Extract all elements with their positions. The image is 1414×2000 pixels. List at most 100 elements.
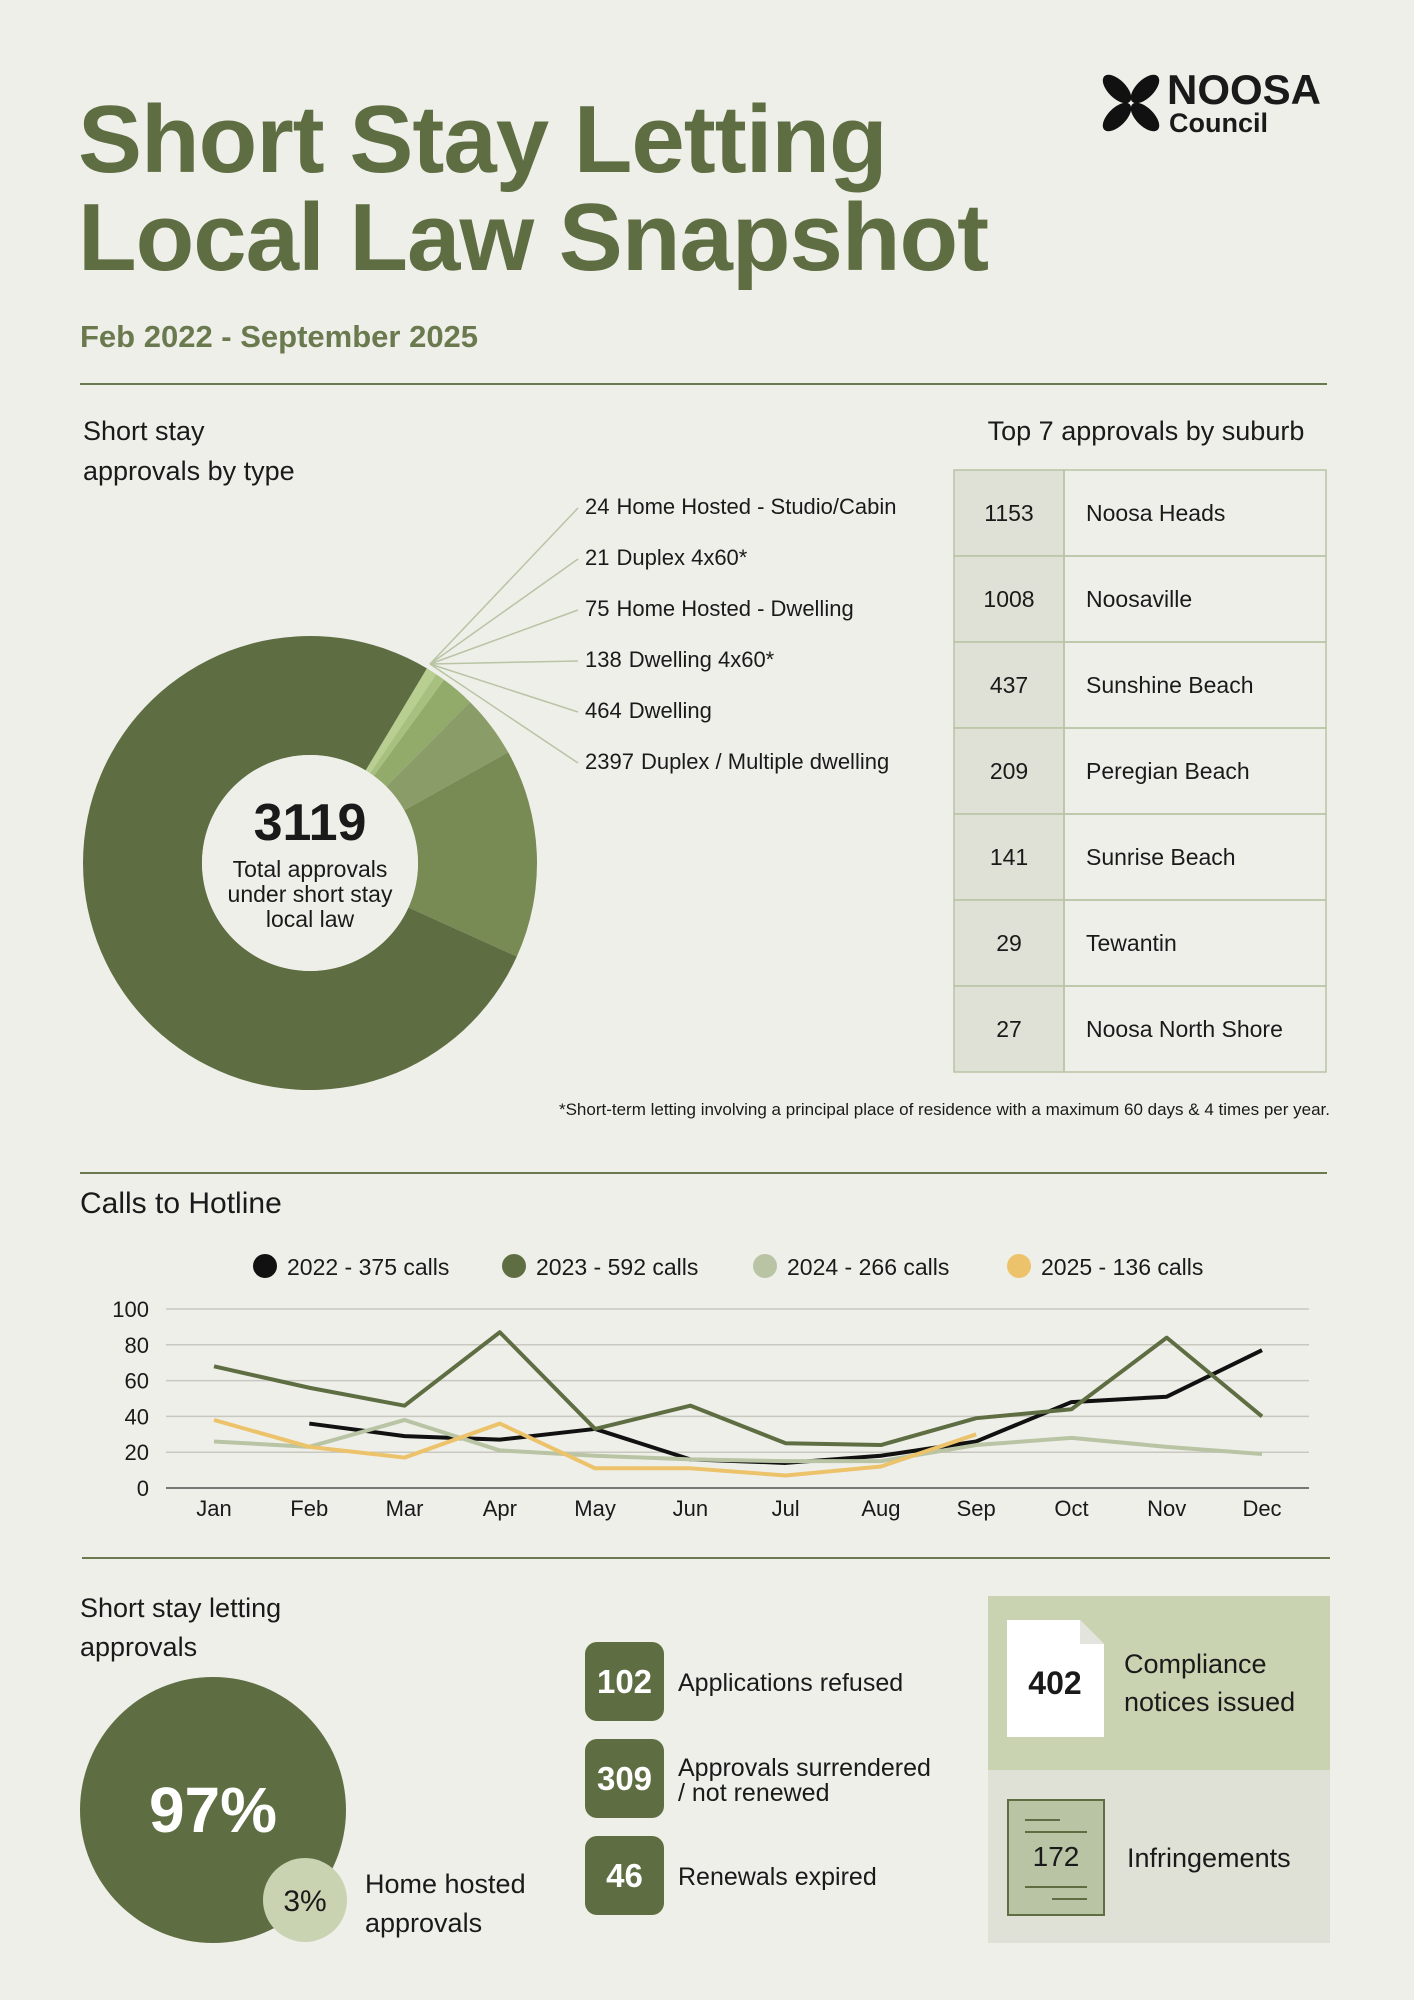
donut-slice [82, 636, 517, 1090]
leader-line [429, 609, 579, 665]
donut-total-label: Total approvals [233, 856, 388, 882]
y-tick-label: 80 [125, 1333, 149, 1358]
leader-line [429, 663, 579, 713]
table-number: 1008 [983, 586, 1034, 612]
footnote: *Short-term letting involving a principa… [559, 1100, 1330, 1119]
leader-line [429, 558, 579, 665]
logo-petal [1102, 102, 1132, 132]
title-line: Short Stay Letting [78, 86, 887, 193]
slice-label: 2397 Duplex / Multiple dwelling [585, 749, 889, 774]
compliance-value: 172 [1033, 1841, 1080, 1872]
document-icon [1007, 1620, 1104, 1737]
slice-value: 138 [585, 647, 622, 672]
x-tick-label: Mar [386, 1496, 424, 1521]
slice-category: Dwelling 4x60* [629, 647, 775, 672]
slice-category: Duplex / Multiple dwelling [641, 749, 889, 774]
logo-name: NOOSA [1167, 66, 1321, 113]
section-title: Short stay [83, 416, 205, 446]
stat-tile [585, 1642, 664, 1721]
x-tick-label: May [574, 1496, 616, 1521]
slice-value: 2397 [585, 749, 634, 774]
x-tick-label: Feb [290, 1496, 328, 1521]
slice-label: 464 Dwelling [585, 698, 712, 723]
legend-label: 2022 - 375 calls [287, 1254, 449, 1280]
table-number: 27 [996, 1016, 1022, 1042]
legend-label: 2025 - 136 calls [1041, 1254, 1203, 1280]
y-tick-label: 100 [112, 1297, 149, 1322]
y-tick-label: 20 [125, 1440, 149, 1465]
table-suburb: Noosaville [1086, 586, 1192, 612]
table-title: Top 7 approvals by suburb [988, 416, 1305, 446]
x-tick-label: Apr [483, 1496, 517, 1521]
donut-slice [365, 668, 437, 774]
donut-slice [370, 674, 445, 776]
minor-share-circle [263, 1858, 347, 1942]
logo-sub: Council [1169, 108, 1268, 138]
x-tick-label: Jul [772, 1496, 800, 1521]
table-number: 437 [990, 672, 1028, 698]
stat-tile [585, 1836, 664, 1915]
x-tick-label: Jun [673, 1496, 708, 1521]
stat-label: Approvals surrendered [678, 1754, 931, 1782]
leader-line [429, 663, 579, 764]
table-suburb: Noosa Heads [1086, 500, 1225, 526]
compliance-label: Compliance [1124, 1649, 1267, 1679]
table-number: 1153 [984, 500, 1033, 526]
x-tick-label: Oct [1054, 1496, 1088, 1521]
table-number: 29 [996, 930, 1022, 956]
table-number-cell [953, 727, 1065, 815]
minor-share-label: Home hosted [365, 1869, 526, 1899]
stat-value: 102 [597, 1663, 652, 1700]
section-title: approvals by type [83, 456, 295, 486]
section-title: Calls to Hotline [80, 1187, 282, 1220]
series-line [213, 1418, 977, 1478]
table-number-cell [953, 641, 1065, 729]
subtitle: Feb 2022 - September 2025 [80, 319, 478, 354]
y-tick-label: 40 [125, 1404, 149, 1429]
section-title: Short stay letting [80, 1593, 281, 1623]
slice-label: 75 Home Hosted - Dwelling [585, 596, 854, 621]
x-tick-label: Dec [1242, 1496, 1281, 1521]
x-tick-label: Jan [196, 1496, 231, 1521]
slice-label: 138 Dwelling 4x60* [585, 647, 775, 672]
donut-slice [386, 702, 509, 811]
table-name-cell [1063, 985, 1327, 1073]
slice-value: 464 [585, 698, 622, 723]
series-line [213, 1330, 1264, 1448]
stat-value: 46 [606, 1857, 643, 1894]
stat-value: 309 [597, 1760, 652, 1797]
table-number: 141 [990, 844, 1028, 870]
logo-petal [1130, 102, 1160, 132]
compliance-label: Infringements [1127, 1843, 1291, 1873]
slice-category: Home Hosted - Dwelling [616, 596, 853, 621]
leader-line [429, 660, 579, 665]
table-suburb: Sunrise Beach [1086, 844, 1236, 870]
slice-label: 21 Duplex 4x60* [585, 545, 748, 570]
minor-share: 3% [283, 1885, 326, 1918]
legend-marker [502, 1254, 526, 1278]
donut-total-label: under short stay [228, 881, 393, 907]
y-tick-label: 60 [125, 1369, 149, 1394]
table-number-cell [953, 469, 1065, 557]
donut-slice [404, 752, 537, 957]
logo-petal [1130, 74, 1160, 104]
stat-tile [585, 1739, 664, 1818]
table-suburb: Tewantin [1086, 930, 1177, 956]
logo-petal [1102, 74, 1132, 104]
legend-marker [1007, 1254, 1031, 1278]
logo-mark [1102, 74, 1160, 132]
compliance-label: notices issued [1124, 1687, 1295, 1717]
slice-category: Home Hosted - Studio/Cabin [616, 494, 896, 519]
stat-label: Applications refused [678, 1669, 903, 1697]
slice-category: Duplex 4x60* [616, 545, 747, 570]
y-tick-label: 0 [137, 1476, 149, 1501]
donut-total-label: local law [266, 906, 355, 932]
legend-marker [753, 1254, 777, 1278]
legend-marker [253, 1254, 277, 1278]
donut-slice [373, 679, 471, 787]
slice-value: 21 [585, 545, 609, 570]
legend-label: 2024 - 266 calls [787, 1254, 949, 1280]
donut-hole [202, 755, 418, 971]
